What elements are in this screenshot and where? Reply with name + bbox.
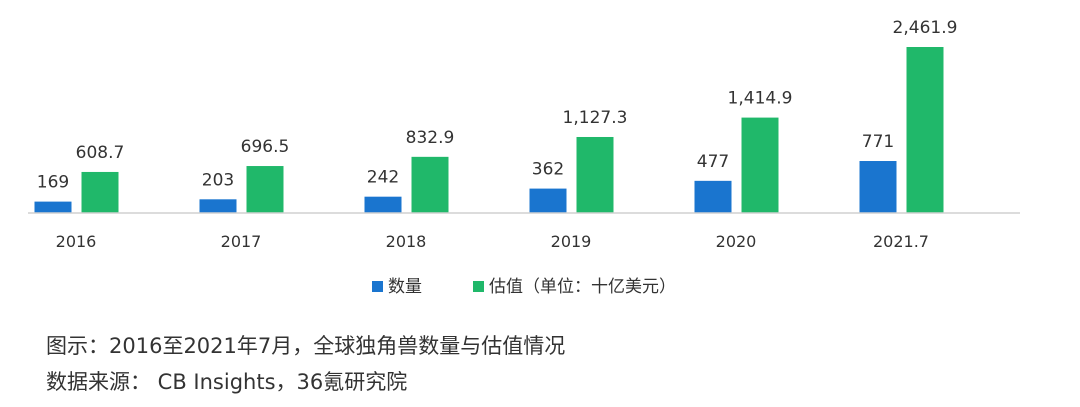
x-tick-label-2019: 2019 — [551, 232, 592, 251]
data-label-count-2020: 477 — [697, 152, 729, 172]
bar-valuation-2021.7 — [906, 47, 944, 213]
bar-count-2017 — [199, 199, 237, 213]
bar-count-2020 — [694, 180, 732, 213]
legend-swatch-count — [372, 281, 383, 292]
data-label-valuation-2021.7: 2,461.9 — [893, 18, 958, 38]
legend-label-count: 数量 — [388, 277, 422, 297]
legend-swatch-valuation — [473, 281, 484, 292]
x-tick-label-2018: 2018 — [386, 232, 427, 251]
legend-label-valuation: 估值（单位：十亿美元） — [489, 277, 676, 297]
bar-count-2018 — [364, 196, 402, 213]
bar-count-2019 — [529, 188, 567, 213]
source-caption: 数据来源： CB Insights，36氪研究院 — [46, 370, 408, 394]
bar-count-2021.7 — [859, 161, 897, 213]
data-label-count-2018: 242 — [367, 168, 399, 188]
data-label-valuation-2018: 832.9 — [406, 128, 455, 148]
data-label-count-2019: 362 — [532, 160, 564, 180]
x-tick-label-2021.7: 2021.7 — [873, 232, 929, 251]
legend: 数量 估值（单位：十亿美元） — [372, 277, 676, 297]
data-label-valuation-2020: 1,414.9 — [728, 89, 793, 109]
data-label-count-2021.7: 771 — [862, 132, 894, 152]
bar-count-2016 — [34, 201, 72, 213]
bar-valuation-2017 — [246, 166, 284, 213]
data-labels: 169 608.7 203 696.5 242 832.9 362 1,127.3 477 1,4… — [37, 18, 958, 193]
bars-layer — [34, 47, 944, 213]
bar-valuation-2020 — [741, 117, 779, 213]
x-tick-label-2016: 2016 — [56, 232, 97, 251]
bar-valuation-2018 — [411, 156, 449, 213]
bar-chart: 2016 2017 2018 2019 2020 2021.7 169 608.7 203 69… — [28, 18, 1020, 297]
bar-valuation-2016 — [81, 171, 119, 213]
data-label-valuation-2017: 696.5 — [241, 137, 290, 157]
data-label-count-2017: 203 — [202, 170, 234, 190]
x-tick-label-2017: 2017 — [221, 232, 262, 251]
x-tick-labels: 2016 2017 2018 2019 2020 2021.7 — [56, 232, 929, 251]
x-tick-label-2020: 2020 — [716, 232, 757, 251]
figure-caption: 图示：2016至2021年7月，全球独角兽数量与估值情况 — [46, 334, 566, 358]
data-label-valuation-2019: 1,127.3 — [563, 108, 628, 128]
data-label-count-2016: 169 — [37, 173, 69, 193]
data-label-valuation-2016: 608.7 — [76, 143, 125, 163]
bar-valuation-2019 — [576, 136, 614, 213]
